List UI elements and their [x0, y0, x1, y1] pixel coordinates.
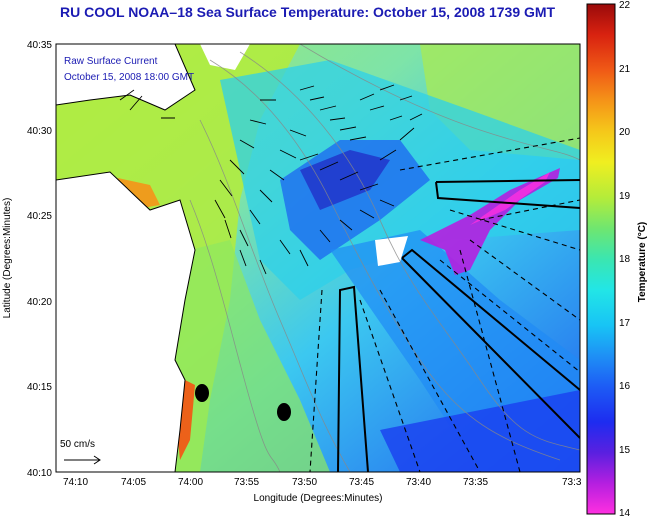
colorbar-tick-label: 14 — [619, 508, 631, 518]
colorbar-tick-label: 16 — [619, 381, 631, 392]
legend-line-1: Raw Surface Current — [64, 56, 158, 67]
cloud-mask-offshore — [375, 236, 408, 266]
map-plot-area — [56, 44, 580, 472]
station-marker-offshore — [277, 403, 291, 421]
y-tick-label: 40:25 — [27, 211, 52, 222]
station-marker-nearshore — [195, 384, 209, 402]
x-tick-label: 73:40 — [406, 477, 431, 488]
y-tick-label: 40:35 — [27, 40, 52, 51]
sampling-transects — [309, 137, 580, 472]
x-tick-label: 74:10 — [63, 477, 88, 488]
y-axis-title: Latitude (Degrees:Minutes) — [2, 198, 13, 319]
y-tick-label: 40:20 — [27, 297, 52, 308]
land-new-jersey — [56, 171, 196, 472]
x-tick-label: 73:55 — [234, 477, 259, 488]
colorbar-tick-label: 17 — [619, 318, 631, 329]
x-tick-label: 74:05 — [121, 477, 146, 488]
x-tick-label: 74:00 — [178, 477, 203, 488]
colorbar-tick-label: 19 — [619, 191, 631, 202]
colorbar-ticks: 22 21 20 19 18 17 16 15 14 — [619, 0, 631, 518]
colorbar-tick-label: 22 — [619, 0, 631, 11]
scale-bar-arrow — [64, 455, 101, 465]
y-tick-label: 40:15 — [27, 382, 52, 393]
y-tick-label: 40:30 — [27, 126, 52, 137]
plot-frame — [55, 43, 581, 473]
y-axis-ticks: 40:35 40:30 40:25 40:20 40:15 40:10 — [27, 40, 52, 479]
magenta-streak-core — [470, 172, 550, 225]
y-tick-label: 40:10 — [27, 468, 52, 479]
colorbar-tick-label: 15 — [619, 445, 631, 456]
bathymetry-contours — [189, 44, 580, 472]
legend-line-2: October 15, 2008 18:00 GMT — [64, 72, 194, 83]
cold-core-center — [300, 150, 390, 210]
dashed-transect-lines — [309, 137, 580, 472]
colorbar-tick-label: 21 — [619, 64, 631, 75]
x-axis-ticks: 74:10 74:05 74:00 73:55 73:50 73:45 73:4… — [63, 477, 582, 488]
x-axis-title: Longitude (Degrees:Minutes) — [254, 493, 383, 504]
colorbar-tick-label: 20 — [619, 127, 631, 138]
x-tick-label: 73:35 — [463, 477, 488, 488]
transect-wedge-southeast — [401, 248, 580, 439]
colorbar-title: Temperature (°C) — [637, 222, 648, 303]
map-title: RU COOL NOAA–18 Sea Surface Temperature:… — [60, 4, 556, 20]
x-tick-label: 73:45 — [349, 477, 374, 488]
cloud-mask-north — [200, 44, 250, 70]
scale-bar-label: 50 cm/s — [60, 439, 95, 450]
transect-box-north — [435, 179, 580, 209]
surface-current-vectors — [119, 84, 423, 275]
x-tick-label: 73:3 — [562, 477, 582, 488]
colorbar-tick-label: 18 — [619, 254, 631, 265]
x-tick-label: 73:50 — [292, 477, 317, 488]
southeast-cold-band — [380, 390, 580, 472]
temperature-colorbar — [586, 3, 616, 515]
land-long-island — [56, 44, 196, 111]
transect-box-south — [337, 285, 369, 472]
